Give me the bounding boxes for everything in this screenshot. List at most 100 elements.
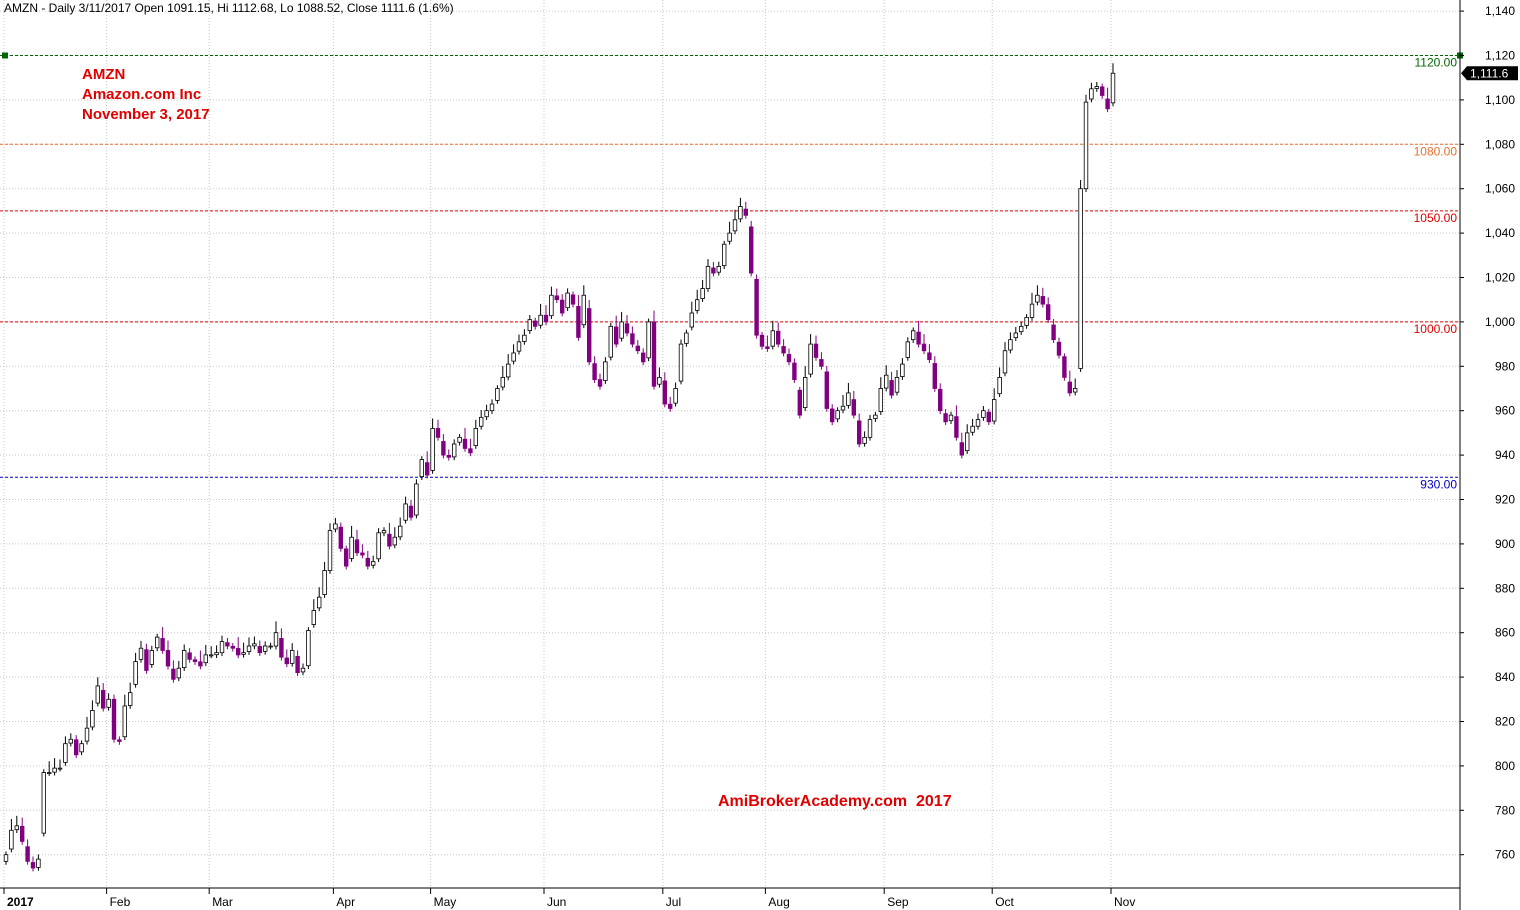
candle-body — [1013, 332, 1018, 339]
candle-body — [90, 710, 95, 728]
level-label: 1050.00 — [1414, 211, 1458, 225]
candle-body — [365, 557, 370, 567]
candle-body — [797, 389, 802, 416]
candle-body — [192, 659, 198, 662]
candle-body — [732, 219, 738, 232]
grid-layer — [0, 0, 1460, 888]
candle-body — [889, 380, 894, 396]
candle-body — [959, 442, 964, 456]
candle-body — [1046, 304, 1051, 321]
y-tick-label: 1,060 — [1485, 182, 1515, 196]
candle-body — [154, 636, 160, 649]
candle-body — [1056, 341, 1062, 356]
candle-body — [781, 346, 786, 354]
candle-body — [311, 610, 316, 625]
candle-body — [673, 388, 678, 404]
candle-body — [446, 454, 451, 458]
candle-body — [603, 361, 608, 381]
candle-body — [19, 825, 25, 842]
candle-body — [830, 408, 835, 423]
candle-body — [268, 645, 273, 648]
candle-body — [1040, 296, 1045, 305]
candle-body — [1002, 350, 1008, 374]
candle-body — [700, 288, 705, 299]
company-label: Amazon.com Inc — [82, 86, 202, 103]
candle-body — [160, 638, 165, 651]
candle-body — [878, 388, 883, 412]
candle-body — [149, 650, 154, 665]
y-tick-label: 1,100 — [1485, 93, 1515, 107]
candle-body — [975, 419, 981, 427]
candle-body — [500, 376, 505, 388]
candle-body — [235, 648, 241, 656]
candle-body — [354, 539, 360, 554]
x-tick-label: Jun — [547, 895, 566, 909]
candle-body — [738, 206, 743, 220]
candle-body — [981, 410, 986, 418]
candle-body — [695, 299, 700, 311]
candle-body — [646, 321, 651, 359]
candle-body — [376, 532, 381, 560]
candle-body — [1089, 88, 1094, 100]
candle-body — [624, 323, 630, 334]
y-tick-label: 1,080 — [1485, 137, 1515, 151]
x-tick-label: May — [434, 895, 457, 909]
candle-body — [619, 321, 624, 339]
candle-body — [1105, 98, 1110, 110]
candle-body — [414, 483, 419, 516]
candle-body — [68, 738, 73, 744]
candle-body — [1008, 339, 1013, 351]
candle-body — [381, 530, 387, 534]
y-tick-label: 940 — [1495, 448, 1515, 462]
candle-body — [241, 652, 246, 655]
candle-body — [894, 376, 900, 393]
candle-body — [765, 346, 770, 349]
candle-body — [1062, 356, 1067, 378]
candle-body — [41, 772, 46, 834]
candle-body — [176, 667, 181, 679]
candle-body — [614, 326, 619, 345]
candle-body — [1110, 72, 1116, 104]
candle-body — [30, 862, 36, 869]
candle-body — [554, 295, 559, 301]
candle-body — [246, 645, 252, 652]
candle-body — [965, 432, 970, 452]
candle-body — [862, 436, 867, 444]
candle-body — [916, 331, 921, 345]
candle-body — [722, 243, 727, 267]
y-tick-label: 900 — [1495, 537, 1515, 551]
candle-body — [127, 692, 133, 706]
candle-body — [419, 459, 424, 478]
candle-body — [743, 208, 748, 216]
candle-body — [219, 641, 225, 654]
candle-body — [63, 743, 68, 763]
candle-body — [230, 645, 235, 649]
candle-body — [1078, 188, 1083, 369]
candle-body — [1024, 317, 1029, 326]
candle-body — [3, 854, 9, 862]
candle-body — [678, 343, 684, 382]
candle-body — [495, 388, 500, 401]
candle-body — [106, 698, 111, 708]
last-price-tag — [1461, 66, 1518, 81]
candle-body — [754, 278, 759, 336]
candle-body — [527, 319, 532, 331]
level-label: 1080.00 — [1414, 144, 1458, 158]
candle-body — [138, 647, 144, 660]
candle-body — [641, 352, 646, 363]
candle-body — [970, 425, 975, 433]
candle-body — [565, 292, 570, 309]
candle-body — [257, 646, 262, 654]
chart-header: AMZN - Daily 3/11/2017 Open 1091.15, Hi … — [4, 1, 454, 15]
watermark: AmiBrokerAcademy.com 2017 — [718, 793, 952, 810]
candle-body — [165, 650, 171, 667]
candle-body — [1073, 388, 1078, 393]
candle-body — [657, 376, 662, 385]
candle-body — [273, 632, 279, 647]
x-tick-label: Mar — [212, 895, 233, 909]
candle-body — [338, 526, 343, 549]
candle-body — [370, 561, 376, 566]
y-tick-label: 840 — [1495, 670, 1515, 684]
candle-body — [705, 265, 711, 289]
